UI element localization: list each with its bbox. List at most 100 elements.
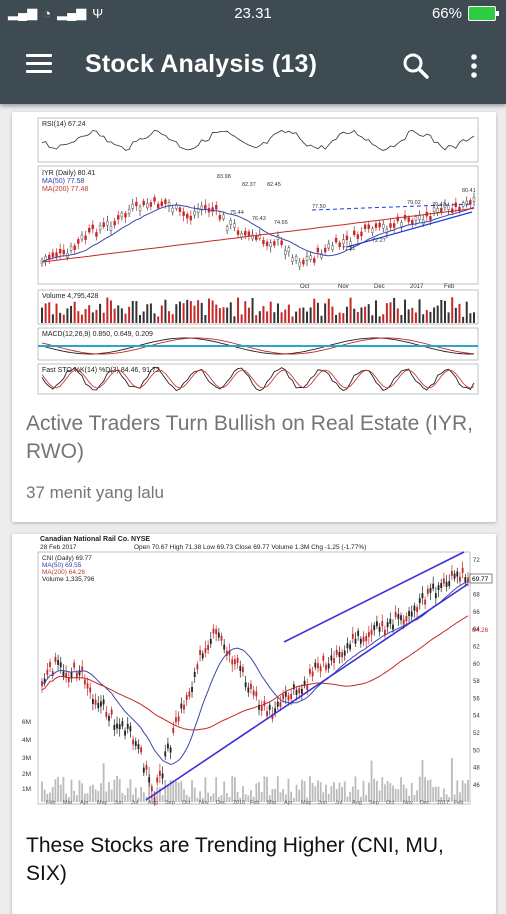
candle-body bbox=[116, 723, 118, 729]
month-tick: Apr bbox=[284, 800, 293, 806]
volume-bar bbox=[117, 305, 120, 323]
menu-icon[interactable] bbox=[26, 54, 52, 74]
volume-bar bbox=[110, 789, 113, 802]
volume-bar bbox=[225, 793, 228, 802]
volume-bar bbox=[429, 311, 432, 323]
volume-bar bbox=[43, 789, 46, 802]
candle-body bbox=[62, 671, 65, 677]
volume-bar bbox=[338, 782, 341, 802]
candle-body bbox=[392, 223, 396, 228]
candle-body bbox=[186, 213, 189, 219]
candle-body bbox=[109, 226, 113, 231]
month-tick: Sep bbox=[369, 800, 379, 806]
candle-body bbox=[134, 741, 137, 747]
volume-bar bbox=[207, 792, 210, 802]
candle-body bbox=[55, 252, 58, 257]
volume-bar bbox=[354, 776, 357, 802]
volume-bar bbox=[385, 303, 388, 323]
candle-body bbox=[346, 643, 349, 649]
candle-body bbox=[204, 204, 207, 210]
month-tick: Dec bbox=[216, 800, 226, 806]
candle-body bbox=[175, 717, 177, 723]
volume-bar bbox=[157, 316, 160, 323]
candle-body bbox=[158, 770, 161, 776]
candle-body bbox=[410, 611, 413, 617]
volume-bar bbox=[86, 793, 89, 802]
candle-body bbox=[338, 651, 341, 657]
candle-body bbox=[191, 686, 193, 692]
candle-body bbox=[138, 206, 142, 212]
volume-bar bbox=[367, 782, 370, 802]
volume-bar bbox=[255, 315, 258, 323]
volume-bar bbox=[300, 779, 303, 802]
volume-bar bbox=[407, 309, 410, 323]
candle-body bbox=[69, 246, 73, 251]
volume-bar bbox=[120, 308, 123, 323]
article-title[interactable]: These Stocks are Trending Higher (CNI, M… bbox=[26, 834, 444, 885]
candle-body bbox=[231, 659, 234, 665]
volume-bar bbox=[62, 776, 65, 802]
month-tick: Nov bbox=[403, 800, 413, 806]
article-card[interactable]: Canadian National Rail Co. NYSE 28 Feb 2… bbox=[12, 534, 496, 914]
candle-body bbox=[67, 677, 70, 683]
volume-axis-tick: 1M bbox=[22, 786, 31, 793]
volume-bar bbox=[263, 776, 266, 802]
candle-body bbox=[95, 232, 98, 237]
volume-bar bbox=[135, 301, 138, 323]
candle-body bbox=[102, 222, 105, 227]
volume-bar bbox=[252, 796, 255, 802]
month-tick: Feb bbox=[250, 800, 259, 806]
volume-bar bbox=[440, 796, 443, 802]
candle-body bbox=[215, 629, 218, 635]
candle-body bbox=[73, 662, 76, 668]
volume-bar bbox=[124, 313, 127, 323]
volume-bar bbox=[343, 781, 346, 802]
volume-bar bbox=[448, 797, 451, 802]
volume-bar bbox=[306, 311, 309, 323]
volume-bar bbox=[41, 307, 43, 323]
candle-body bbox=[262, 239, 265, 245]
candle-body bbox=[153, 197, 156, 202]
article-card[interactable]: RSI(14) 67.24 IYR (Daily) 80.41 MA(50) 7… bbox=[12, 112, 496, 522]
candle-body bbox=[172, 727, 175, 733]
volume-bar bbox=[153, 313, 156, 323]
volume-bar bbox=[311, 782, 314, 802]
more-options-icon[interactable] bbox=[462, 50, 486, 82]
candle-body bbox=[250, 683, 252, 689]
volume-bar bbox=[447, 312, 450, 323]
article-title[interactable]: Active Traders Turn Bullish on Real Esta… bbox=[26, 412, 474, 463]
volume-bar bbox=[124, 795, 126, 802]
candle-body bbox=[121, 721, 124, 727]
candle-body bbox=[384, 629, 386, 635]
volume-bar bbox=[228, 797, 231, 802]
candle-body bbox=[189, 215, 193, 221]
candle-body bbox=[397, 614, 400, 620]
candle-body bbox=[367, 631, 370, 637]
volume-bar bbox=[175, 304, 178, 323]
price-label: 79.02 bbox=[407, 200, 421, 206]
page-title: Stock Analysis (13) bbox=[85, 50, 318, 78]
search-icon[interactable] bbox=[400, 50, 432, 82]
candle-body bbox=[91, 224, 95, 230]
volume-bar bbox=[70, 305, 73, 323]
volume-bar bbox=[100, 783, 102, 802]
volume-bar bbox=[325, 784, 327, 802]
volume-bar bbox=[99, 303, 102, 323]
volume-bar bbox=[338, 312, 341, 323]
volume-bar bbox=[382, 314, 385, 323]
volume-bar bbox=[164, 779, 167, 802]
candle-body bbox=[167, 743, 169, 749]
candle-body bbox=[429, 587, 432, 593]
candle-body bbox=[94, 699, 97, 705]
candle-body bbox=[142, 200, 145, 206]
candle-body bbox=[432, 583, 435, 589]
volume-bar bbox=[229, 302, 232, 323]
volume-bar bbox=[62, 314, 65, 323]
candle-body bbox=[443, 203, 447, 208]
volume-bar bbox=[331, 306, 334, 323]
volume-bar bbox=[160, 305, 163, 323]
candle-body bbox=[279, 701, 282, 707]
candle-body bbox=[182, 211, 185, 216]
volume-bar bbox=[75, 795, 78, 802]
candle-body bbox=[313, 258, 316, 263]
